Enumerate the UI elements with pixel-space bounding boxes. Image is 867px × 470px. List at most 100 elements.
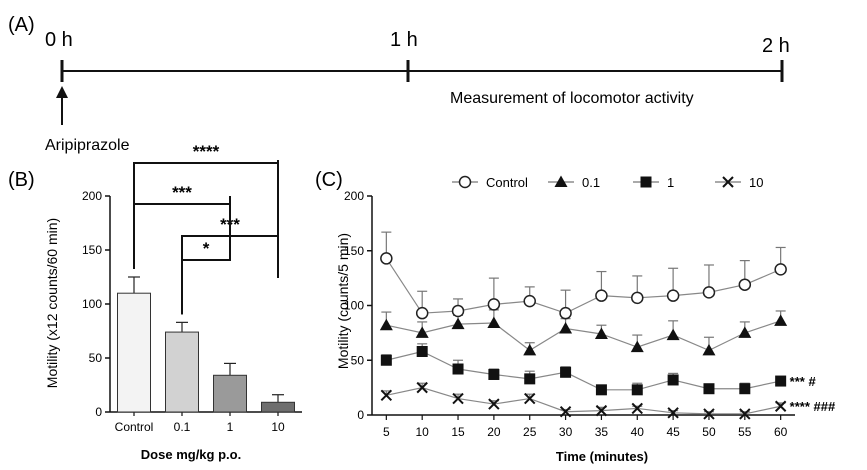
panel-c-x-tick-label: 5 [383, 425, 390, 439]
panel-c-x-tick-label: 60 [774, 425, 788, 439]
panel-c-data-point [523, 294, 536, 308]
panel-b-bar [261, 401, 295, 413]
panel-c-data-point [774, 263, 787, 276]
panel-b-y-tick-label: 100 [82, 297, 102, 311]
panel-c-data-point [595, 289, 608, 302]
panel-b-xlabel: Dose mg/kg p.o. [141, 447, 241, 462]
panel-c-x-tick-label: 10 [416, 425, 430, 439]
panel-c: (C) Motility (counts/5 min) Time (minute… [315, 169, 836, 464]
panel-c-data-point [524, 392, 536, 405]
panel-c-data-point [488, 368, 500, 380]
time-label-0h: 0 h [45, 29, 73, 51]
panel-c-data-point [560, 366, 572, 378]
panel-c-label: (C) [315, 169, 343, 191]
panel-c-y-tick-label: 0 [357, 408, 364, 422]
measurement-label: Measurement of locomotor activity [450, 90, 694, 107]
panel-c-xlabel: Time (minutes) [556, 449, 648, 464]
panel-c-data-point [631, 402, 643, 415]
panel-c-data-point [559, 406, 572, 418]
panel-c-data-point [380, 354, 392, 366]
panel-c-y-tick-label: 200 [344, 189, 364, 203]
panel-c-data-point [451, 317, 465, 330]
panel-c-data-point [380, 252, 393, 265]
panel-a: (A) 0 h 1 h 2 h Measurement of locomotor… [8, 14, 790, 154]
panel-c-y-tick-label: 50 [351, 353, 365, 367]
panel-b-bar [117, 292, 151, 413]
panel-b: (B) Motility (x12 counts/60 min) Dose mg… [8, 142, 302, 462]
panel-c-significance-label: **** ### [790, 399, 836, 414]
panel-c-data-point [774, 400, 787, 412]
panel-c-legend-label: Control [486, 175, 528, 190]
panel-b-y-tick-label: 50 [89, 351, 103, 365]
panel-c-legend-label: 0.1 [582, 175, 600, 190]
panel-c-data-point [524, 373, 536, 385]
dosing-arrow-head [56, 86, 68, 98]
time-label-1h: 1 h [390, 29, 418, 51]
panel-c-data-point [415, 326, 429, 338]
panel-c-data-point [738, 278, 752, 291]
panel-b-significance-bracket [181, 196, 231, 315]
panel-c-plot: 0 50 100 150 200 5 10 15 20 25 30 35 40 45 50 55 60 *** #… [344, 175, 836, 439]
panel-c-data-point [702, 343, 716, 356]
panel-c-data-point [739, 408, 751, 420]
panel-c-data-point [452, 363, 464, 375]
panel-c-data-point [775, 375, 787, 387]
panel-c-x-tick-label: 25 [523, 425, 537, 439]
panel-b-x-tick-label: 0.1 [174, 420, 191, 434]
panel-b-significance-label: * [203, 239, 210, 258]
panel-c-data-point [379, 318, 393, 331]
panel-c-data-point [630, 340, 644, 353]
panel-c-data-point [703, 383, 715, 395]
panel-c-data-point [666, 289, 680, 302]
panel-c-data-point [739, 383, 751, 395]
panel-c-data-point [595, 404, 608, 417]
panel-c-x-tick-label: 30 [559, 425, 573, 439]
panel-c-data-point [416, 345, 428, 357]
panel-b-bar [165, 331, 199, 413]
panel-c-data-point [488, 398, 500, 410]
panel-c-legend-marker [554, 175, 568, 187]
panel-b-y-tick-label: 150 [82, 243, 102, 257]
panel-c-data-point [594, 327, 608, 339]
panel-b-significance-label: *** [172, 183, 192, 202]
panel-b-label: (B) [8, 169, 35, 191]
panel-b-bar [213, 374, 247, 413]
panel-b-x-tick-label: Control [115, 420, 154, 434]
panel-c-ylabel: Motility (counts/5 min) [335, 233, 351, 369]
panel-c-data-point [738, 326, 752, 338]
panel-c-data-point [702, 286, 716, 299]
panel-c-data-point [667, 407, 679, 419]
panel-c-data-point [595, 384, 607, 396]
panel-c-series-line [385, 258, 781, 314]
panel-c-data-point [415, 306, 429, 320]
panel-c-y-tick-label: 100 [344, 299, 364, 313]
panel-c-legend-label: 10 [749, 175, 763, 190]
panel-c-x-tick-label: 50 [702, 425, 716, 439]
panel-c-data-point [774, 314, 788, 326]
panel-c-series-line [386, 350, 781, 391]
panel-c-significance-label: *** # [790, 374, 817, 389]
panel-c-data-point [631, 291, 644, 305]
panel-b-ylabel: Motility (x12 counts/60 min) [44, 218, 60, 388]
panel-c-x-tick-label: 20 [487, 425, 501, 439]
panel-c-legend-marker [458, 175, 472, 189]
panel-c-data-point [452, 392, 464, 405]
panel-b-x-tick-label: 10 [271, 420, 285, 434]
panel-c-data-point [416, 381, 428, 394]
panel-c-series-line [386, 387, 781, 415]
panel-c-data-point [631, 384, 643, 396]
panel-c-data-point [667, 374, 679, 386]
time-label-2h: 2 h [762, 35, 790, 57]
panel-a-label: (A) [8, 14, 35, 36]
panel-b-significance-label: **** [193, 142, 220, 161]
panel-c-data-point [380, 389, 393, 401]
panel-c-data-point [559, 321, 573, 334]
panel-c-data-point [523, 343, 537, 356]
panel-c-data-point [703, 408, 715, 420]
panel-c-data-point [451, 304, 465, 318]
drug-label: Aripiprazole [45, 137, 130, 154]
panel-c-x-tick-label: 15 [451, 425, 465, 439]
panel-c-x-tick-label: 35 [595, 425, 609, 439]
panel-c-data-point [487, 316, 501, 329]
